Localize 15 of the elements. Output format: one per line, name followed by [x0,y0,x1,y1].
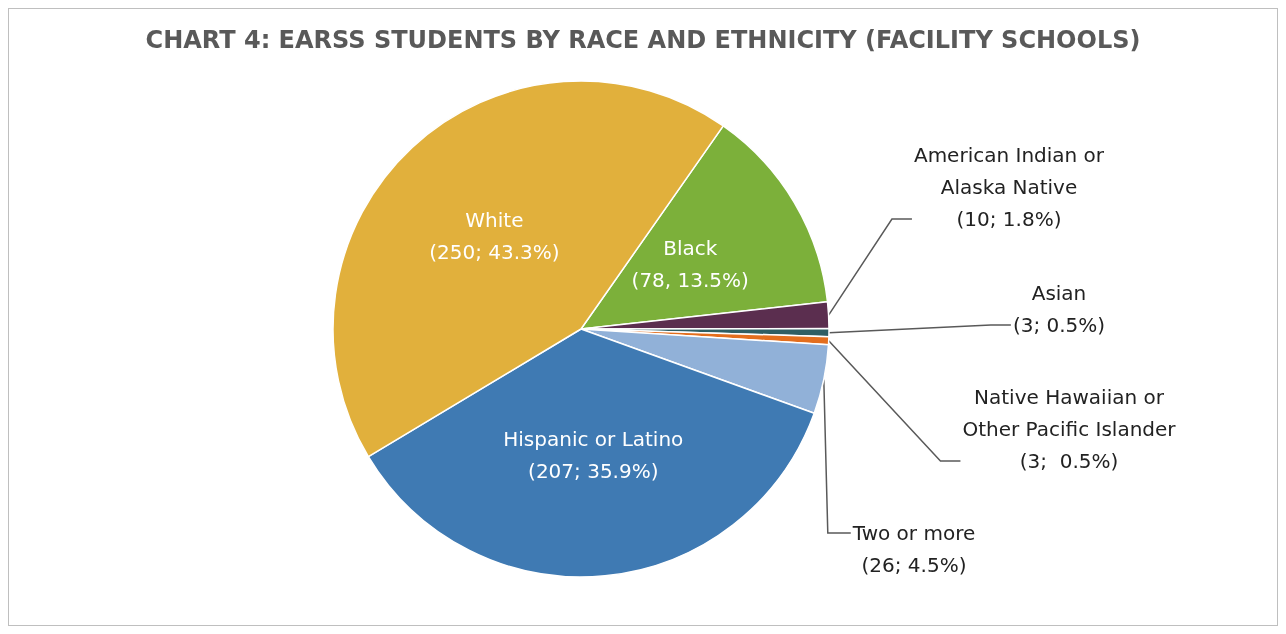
data-label: (250; 43.3%) [429,240,560,265]
data-label: (78, 13.5%) [631,268,749,293]
slice-label: Asian [1031,281,1087,305]
chart-title: CHART 4: EARSS STUDENTS BY RACE AND ETHNICITY (FACILITY SCHOOLS) [145,26,1141,54]
slice-label: White [465,208,524,233]
slice-label: Hispanic or Latino [503,427,684,452]
data-label: (26; 4.5%) [861,553,967,577]
slice-label: Native Hawaiian or Other Pacific Islander [962,385,1177,441]
data-label: (10; 1.8%) [956,207,1062,231]
slice-label: Black [663,236,718,261]
data-label: (3; 0.5%) [1019,449,1119,473]
data-label: (3; 0.5%) [1012,313,1106,337]
data-label: (207; 35.9%) [528,459,659,484]
slice-label: American Indian or Alaska Native [913,143,1105,199]
slice-label: Two or more [851,521,976,545]
